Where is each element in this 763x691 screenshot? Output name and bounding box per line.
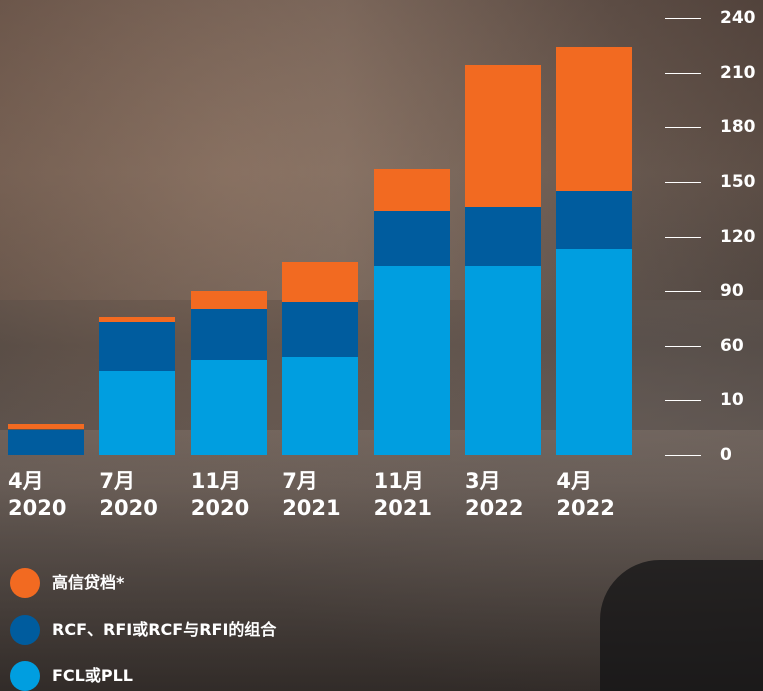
x-tick-label: 7月 2020	[99, 468, 157, 522]
bar-segment	[99, 317, 175, 322]
bar-segment	[99, 322, 175, 371]
y-tick-mark	[665, 127, 701, 128]
bar-segment	[374, 266, 450, 455]
bar-segment	[374, 211, 450, 266]
bar-segment	[282, 262, 358, 302]
background-figure	[600, 560, 763, 691]
y-tick-mark	[665, 237, 701, 238]
y-tick-label: 210	[720, 63, 756, 83]
bar-segment	[556, 47, 632, 191]
legend-label: FCL或PLL	[52, 666, 133, 686]
y-tick-label: 60	[720, 336, 744, 356]
legend-marker	[10, 568, 40, 598]
bar-segment	[191, 291, 267, 309]
y-tick-mark	[665, 18, 701, 19]
bar-segment	[465, 266, 541, 455]
x-tick-label: 4月 2020	[8, 468, 66, 522]
x-tick-label: 11月 2020	[191, 468, 249, 522]
bar-segment	[556, 191, 632, 249]
bar-segment	[191, 360, 267, 455]
y-tick-mark	[665, 182, 701, 183]
bar-segment	[556, 249, 632, 455]
x-tick-label: 7月 2021	[282, 468, 340, 522]
bar-segment	[374, 169, 450, 211]
legend-label: RCF、RFI或RCF与RFI的组合	[52, 620, 276, 640]
y-tick-label: 90	[720, 281, 744, 301]
x-tick-label: 11月 2021	[374, 468, 432, 522]
y-tick-mark	[665, 400, 701, 401]
y-tick-label: 150	[720, 172, 756, 192]
y-tick-mark	[665, 73, 701, 74]
y-tick-mark	[665, 346, 701, 347]
legend-marker	[10, 661, 40, 691]
y-tick-mark	[665, 291, 701, 292]
bar-segment	[282, 302, 358, 357]
bar-segment	[191, 309, 267, 360]
legend-marker	[10, 615, 40, 645]
bar-segment	[282, 357, 358, 455]
legend-label: 高信贷档*	[52, 573, 124, 593]
y-tick-label: 120	[720, 227, 756, 247]
bar-segment	[99, 371, 175, 455]
x-tick-label: 3月 2022	[465, 468, 523, 522]
y-tick-label: 240	[720, 8, 756, 28]
y-tick-label: 180	[720, 117, 756, 137]
y-tick-mark	[665, 455, 701, 456]
x-tick-label: 4月 2022	[556, 468, 614, 522]
bar-segment	[8, 430, 84, 455]
bar-segment	[465, 65, 541, 207]
bar-segment	[8, 424, 84, 429]
y-tick-label: 0	[720, 445, 732, 465]
bar-segment	[465, 207, 541, 265]
page: 0 10 60 90 120 150 180 210 240 4月 2020 7月 2020 11月 …	[0, 0, 763, 691]
y-tick-label: 10	[720, 390, 744, 410]
